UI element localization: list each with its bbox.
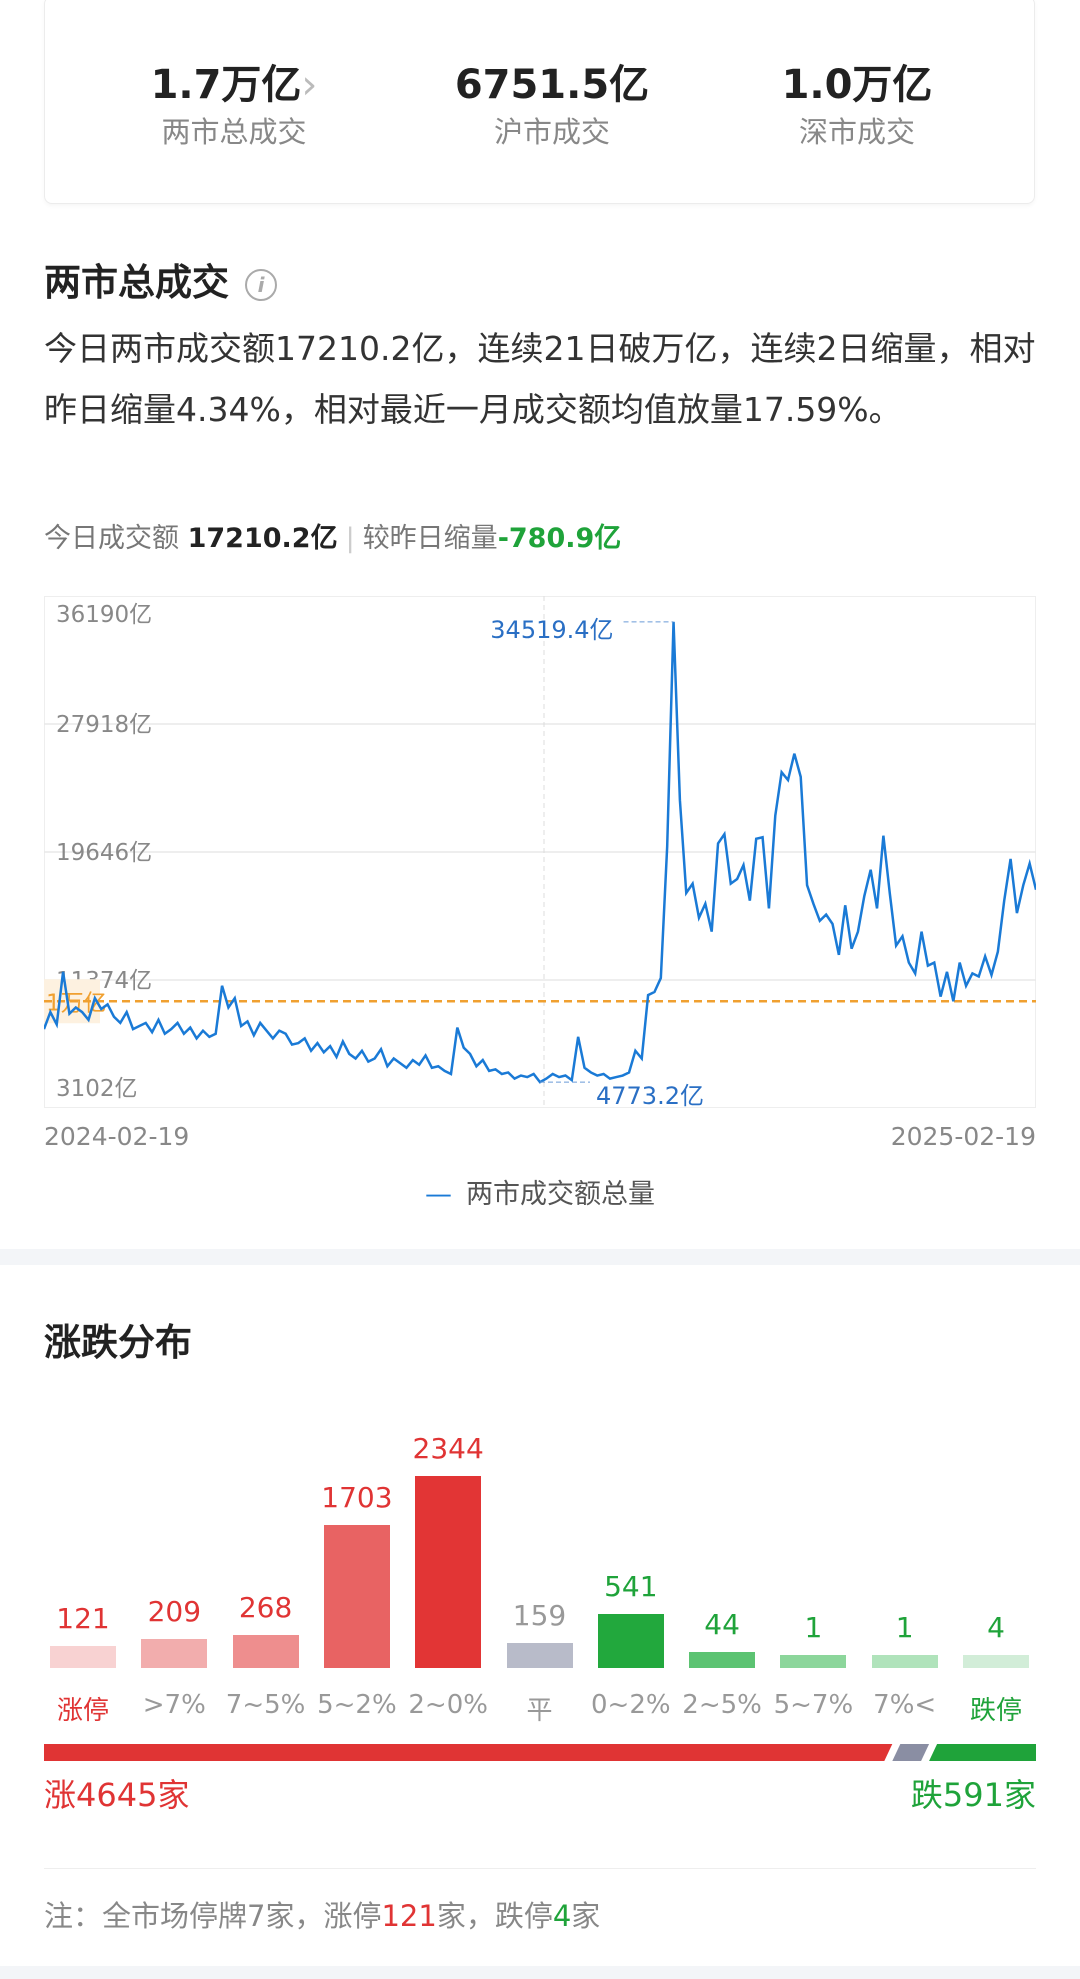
bar-value-label: 1 (895, 1610, 914, 1644)
note-text: 家，跌停 (436, 1899, 553, 1933)
bottom-band (0, 1966, 1080, 1979)
bar-8[interactable] (780, 1654, 847, 1668)
distribution-note: 注：全市场停牌7家，涨停121家，跌停4家 (44, 1893, 600, 1935)
sz-turnover-label: 深市成交 (798, 115, 915, 149)
flat-segment (892, 1744, 930, 1761)
total-turnover-value: 1.7万亿 (150, 62, 302, 108)
y-tick-label: 3102亿 (56, 1076, 138, 1102)
sz-turnover-value: 1.0万亿 (781, 62, 933, 108)
bar-3[interactable] (323, 1524, 390, 1668)
bar-category-label: 平 (526, 1696, 553, 1726)
bar-category-label: 5~2% (317, 1690, 397, 1720)
bar-9[interactable] (871, 1654, 938, 1668)
bar-value-label: 2344 (412, 1432, 484, 1465)
up-count: 涨4645家 (44, 1776, 190, 1814)
distribution-title: 涨跌分布 (44, 1321, 192, 1364)
bar-value-label: 209 (147, 1595, 202, 1629)
bar-0[interactable] (50, 1645, 116, 1668)
bar-value-label: 159 (512, 1598, 567, 1632)
bar-value-label: 1703 (321, 1480, 393, 1514)
turnover-summary-text: 今日两市成交额17210.2亿，连续21日破万亿，连续2日缩量，相对昨日缩量4.… (44, 329, 1036, 429)
bar-value-label: 541 (604, 1569, 658, 1603)
max-label: 34519.4亿 (490, 616, 613, 644)
down-count: 跌591家 (910, 1776, 1036, 1814)
y-tick-label: 19646亿 (56, 840, 152, 866)
turnover-chart-svg: 36190亿27918亿19646亿11374亿3102亿1万亿34519.4亿… (44, 596, 1036, 1108)
bar-category-label: 7~5% (225, 1690, 306, 1720)
change-value: -780.9亿 (497, 523, 622, 554)
bar-value-label: 268 (238, 1590, 293, 1624)
turnover-title-text: 两市总成交 (44, 261, 229, 304)
bar-value-label: 1 (804, 1610, 823, 1644)
today-turnover-line: 今日成交额 17210.2亿 | 较昨日缩量-780.9亿 (44, 523, 622, 554)
bar-category-label: >7% (142, 1690, 206, 1720)
bar-2[interactable] (232, 1634, 299, 1668)
note-text: 家 (571, 1899, 601, 1933)
note-text: 注：全市场停牌7家，涨停 (44, 1899, 382, 1933)
change-label: 较昨日缩量 (362, 523, 498, 554)
bar-category-label: 5~7% (773, 1690, 854, 1720)
info-icon[interactable]: i (245, 268, 277, 301)
bar-category-label: 2~0% (408, 1690, 488, 1720)
note-limit-down: 4 (552, 1899, 572, 1933)
sh-turnover-value: 6751.5亿 (454, 62, 650, 108)
bar-7[interactable] (689, 1651, 756, 1668)
total-turnover-label: 两市总成交 (161, 115, 307, 149)
market-summary-card: 1.7万亿› 两市总成交 6751.5亿 沪市成交 1.0万亿 深市成交 (44, 0, 1035, 204)
x-tick-start: 2024-02-19 (44, 1122, 190, 1151)
bar-value-label: 4 (987, 1610, 1005, 1644)
note-limit-up: 121 (381, 1899, 437, 1933)
bar-category-label: 2~5% (682, 1690, 762, 1720)
down-segment (929, 1744, 1036, 1761)
today-value: 17210.2亿 (187, 523, 338, 554)
bar-value-label: 121 (56, 1601, 110, 1635)
chart-legend: — 两市成交额总量 (0, 1172, 1080, 1211)
bar-6[interactable] (597, 1613, 664, 1668)
turnover-section-title: 两市总成交 i (44, 252, 277, 306)
up-down-ratio-bar (44, 1744, 1036, 1761)
section-divider (0, 1249, 1080, 1265)
y-tick-label: 27918亿 (56, 712, 152, 738)
bar-category-label: 7%< (873, 1690, 937, 1720)
divider (44, 1868, 1036, 1869)
y-tick-label: 36190亿 (56, 602, 152, 628)
bar-5[interactable] (506, 1642, 573, 1668)
bar-1[interactable] (141, 1639, 208, 1668)
up-segment (44, 1744, 893, 1761)
x-tick-end: 2025-02-19 (890, 1122, 1036, 1151)
bar-10[interactable] (963, 1654, 1029, 1668)
min-label: 4773.2亿 (596, 1082, 704, 1108)
bar-4[interactable] (415, 1476, 482, 1668)
legend-line-icon: — (425, 1179, 452, 1210)
turnover-chart[interactable]: 36190亿 27918亿 19646亿 11374亿 3102亿 1万亿 34519.4亿… (44, 596, 1036, 1108)
today-label: 今日成交额 (44, 523, 179, 554)
legend-label: 两市成交额总量 (466, 1179, 655, 1210)
bar-category-label: 跌停 (969, 1696, 1022, 1726)
chevron-right-icon: › (301, 62, 318, 108)
bar-value-label: 44 (704, 1607, 740, 1641)
bar-category-label: 涨停 (56, 1696, 109, 1726)
sh-turnover-label: 沪市成交 (493, 115, 610, 149)
bar-category-label: 0~2% (591, 1690, 671, 1720)
